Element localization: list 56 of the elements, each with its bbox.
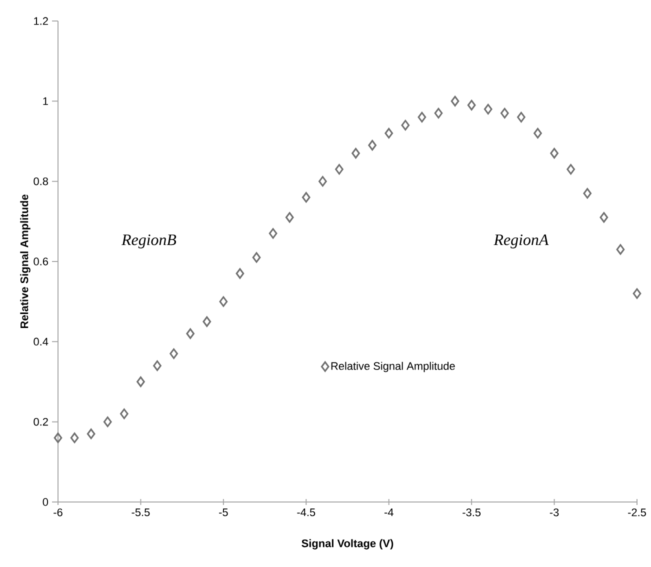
x-tick-label: -4 [384, 508, 394, 516]
point [434, 108, 443, 118]
y-tick-label: 0 [42, 498, 48, 506]
annotation: RegionB [121, 234, 176, 248]
x-tick-label: -3.5 [462, 508, 481, 516]
point [517, 112, 526, 122]
point [186, 328, 195, 339]
point [302, 192, 310, 203]
legend-label: Relative Signal Amplitude [331, 362, 455, 372]
point [534, 128, 542, 139]
point [318, 176, 327, 187]
x-tick-label: -6 [54, 508, 62, 516]
point [566, 164, 576, 175]
y-tick-label: 0.2 [34, 418, 48, 426]
point [136, 376, 145, 388]
point [335, 164, 344, 175]
annotation: RegionA [494, 234, 549, 248]
point [384, 128, 394, 139]
point [616, 244, 625, 255]
point [120, 408, 128, 420]
point [550, 148, 558, 159]
point [632, 288, 642, 299]
x-tick-label: -5 [219, 508, 228, 516]
point [500, 108, 509, 118]
point [170, 348, 178, 359]
point [236, 268, 244, 279]
point [352, 148, 360, 159]
x-tick-label: -3 [550, 508, 559, 516]
point [600, 212, 608, 223]
y-tick-label: 0.4 [34, 338, 48, 346]
point [450, 96, 460, 106]
point [252, 252, 261, 263]
point [418, 112, 426, 122]
y-tick-label: 0.6 [34, 258, 48, 266]
y-tick-label: 1.2 [34, 17, 48, 25]
point [368, 140, 376, 151]
point [583, 188, 592, 199]
point [219, 296, 228, 307]
y-tick-label: 1 [43, 97, 48, 105]
point [103, 416, 112, 428]
point [70, 432, 79, 444]
point [285, 212, 294, 223]
point [54, 432, 62, 444]
y-tick-label: 0.8 [34, 177, 48, 186]
point [401, 120, 410, 130]
y-axis-title: Relative Signal Amplitude [20, 194, 30, 328]
x-tick-label: -5.5 [132, 508, 150, 516]
point [467, 100, 476, 110]
point [268, 228, 278, 239]
point [153, 360, 162, 371]
point [484, 104, 492, 114]
point [86, 428, 96, 440]
x-tick-label: -4.5 [297, 508, 316, 516]
point [202, 316, 212, 327]
x-tick-label: -2.5 [628, 508, 646, 516]
x-axis-title: Signal Voltage (V) [302, 539, 394, 550]
